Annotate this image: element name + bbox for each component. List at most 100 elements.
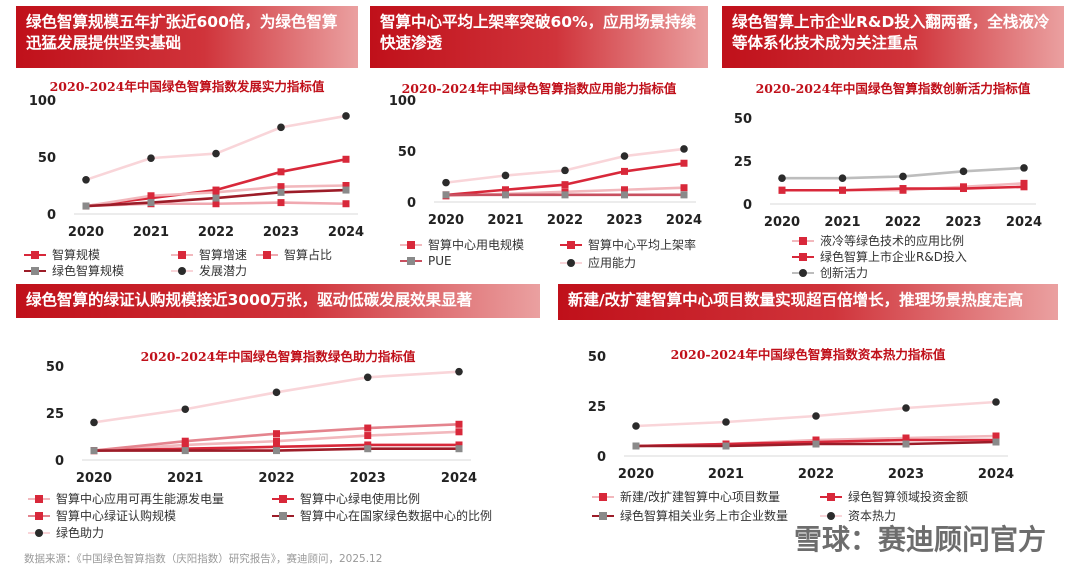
- data-point: [147, 199, 155, 207]
- data-point: [621, 167, 628, 175]
- x-tick-label: 2022: [258, 471, 294, 486]
- x-tick-label: 2024: [978, 467, 1014, 482]
- legend-swatch: [400, 240, 422, 250]
- data-point: [212, 149, 220, 158]
- y-tick-label: 50: [38, 151, 56, 166]
- legend-item: 资本热力: [820, 507, 896, 524]
- data-point: [839, 186, 846, 194]
- data-point: [680, 145, 688, 153]
- data-point: [680, 184, 688, 192]
- legend-swatch: [400, 256, 422, 266]
- y-tick-label: 0: [597, 450, 606, 465]
- data-point: [680, 159, 688, 167]
- legend-label: 液冷等绿色技术的应用比例: [820, 234, 965, 248]
- x-tick-label: 2022: [798, 467, 834, 482]
- x-tick-label: 2023: [888, 467, 924, 482]
- chart-title: 2020-2024年中国绿色智算指数绿色助力指标值: [140, 349, 416, 364]
- data-point: [277, 183, 285, 191]
- data-point: [502, 186, 509, 194]
- series-line-4: [84, 114, 348, 182]
- legend-label: 应用能力: [588, 256, 637, 270]
- data-point: [181, 437, 189, 445]
- data-point: [364, 441, 372, 449]
- y-tick-label: 50: [588, 350, 606, 365]
- data-point: [501, 171, 510, 180]
- data-point: [363, 373, 372, 382]
- legend-swatch: [171, 250, 193, 260]
- line-chart: 0 25 50 2020 2021 2022 2023 2024: [588, 350, 1014, 482]
- panel-banner: 智算中心平均上架率突破60%，应用场景持续快速渗透: [370, 6, 708, 68]
- legend-label: 智算中心在国家绿色数据中心的比例: [300, 509, 493, 523]
- data-point: [273, 437, 280, 445]
- legend-item: PUE: [400, 254, 452, 268]
- x-tick-label: 2021: [167, 471, 203, 486]
- x-tick-label: 2023: [350, 471, 386, 486]
- panel-innovation-vitality: 绿色智算上市企业R&D投入翻两番，全栈液冷等体系化技术成为关注重点 2020-2…: [722, 6, 1064, 280]
- y-tick-label: 0: [743, 198, 752, 213]
- legend-label: 智算增速: [199, 248, 248, 262]
- data-point: [272, 388, 281, 397]
- legend-label: PUE: [428, 254, 452, 268]
- data-point: [899, 172, 907, 181]
- x-tick-label: 2020: [68, 225, 104, 240]
- legend-label: 绿色智算上市企业R&D投入: [820, 250, 967, 264]
- data-point: [778, 186, 786, 194]
- legend-item: 绿色智算领域投资金额: [820, 488, 968, 505]
- data-point: [82, 176, 90, 184]
- data-point: [992, 398, 1000, 406]
- x-tick-label: 2022: [885, 215, 921, 230]
- legend-swatch: [256, 250, 278, 260]
- data-point: [992, 432, 1000, 440]
- legend-swatch: [820, 511, 842, 521]
- legend-swatch: [24, 250, 46, 260]
- legend-item: 智算中心用电规模: [400, 236, 524, 253]
- series-line-3: [444, 147, 686, 184]
- legend-item: 绿色智算上市企业R&D投入: [792, 248, 967, 265]
- x-tick-label: 2023: [263, 225, 299, 240]
- data-point: [812, 412, 820, 420]
- x-tick-label: 2021: [708, 467, 744, 482]
- legend-label: 资本热力: [848, 509, 897, 523]
- data-point: [902, 440, 910, 448]
- data-point: [442, 191, 450, 199]
- x-tick-label: 2024: [328, 225, 364, 240]
- data-point: [620, 152, 629, 160]
- legend-swatch: [272, 494, 294, 504]
- data-point: [277, 168, 285, 176]
- panel-development-strength: 绿色智算规模五年扩张近600倍，为绿色智算迅猛发展提供坚实基础 2020-202…: [16, 6, 364, 278]
- data-point: [181, 441, 189, 449]
- x-tick-label: 2021: [133, 225, 169, 240]
- chart-title: 2020-2024年中国绿色智算指数创新活力指标值: [755, 81, 1031, 96]
- data-point: [1020, 183, 1028, 191]
- data-point: [561, 181, 569, 189]
- panel-banner: 绿色智算的绿证认购规模接近3000万张，驱动低碳发展效果显著: [16, 284, 540, 318]
- legend-item: 应用能力: [560, 254, 636, 271]
- legend-item: 智算规模: [24, 246, 100, 263]
- data-point: [455, 441, 463, 449]
- legend-swatch: [272, 511, 294, 521]
- y-tick-label: 25: [46, 407, 64, 422]
- data-point: [960, 185, 967, 193]
- legend-label: 发展潜力: [199, 264, 248, 278]
- data-point: [147, 154, 155, 162]
- data-point: [364, 445, 372, 453]
- y-tick-label: 0: [55, 454, 64, 469]
- line-chart: 0 50 100 2020 2021 2022 2023 2024: [389, 94, 702, 228]
- legend-swatch: [28, 528, 50, 538]
- legend-label: 绿色智算相关业务上市企业数量: [620, 509, 789, 523]
- data-point: [722, 418, 730, 426]
- legend-swatch: [24, 266, 46, 276]
- data-point: [992, 438, 1000, 446]
- legend-label: 创新活力: [820, 266, 869, 280]
- x-tick-label: 2021: [487, 213, 523, 228]
- legend-label: 智算中心应用可再生能源发电量: [56, 492, 225, 506]
- data-point: [722, 442, 730, 450]
- panel-application-capability: 智算中心平均上架率突破60%，应用场景持续快速渗透 2020-2024年中国绿色…: [370, 6, 708, 274]
- data-point: [277, 123, 285, 132]
- y-tick-label: 50: [734, 112, 752, 127]
- data-point: [455, 445, 463, 453]
- data-source: 数据来源：《中国绿色智算指数（庆阳指数）研究报告》，赛迪顾问，2025.12: [24, 553, 383, 565]
- legend-label: 智算中心用电规模: [428, 238, 525, 252]
- x-tick-label: 2024: [441, 471, 477, 486]
- legend-label: 绿色智算规模: [52, 264, 125, 278]
